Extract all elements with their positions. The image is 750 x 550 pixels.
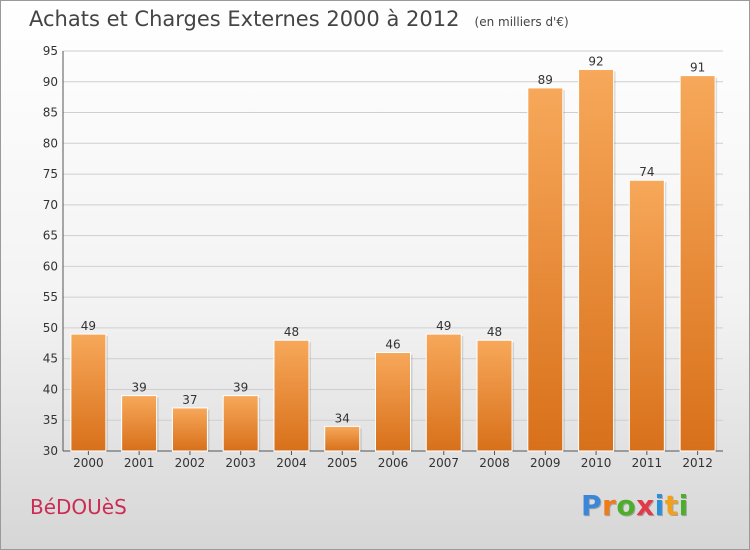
logo-letter: r [602,489,617,522]
logo-letter: t [664,489,679,522]
y-tick-label: 55 [43,290,58,304]
bar [527,87,564,452]
bar [476,339,513,452]
commune-name: BéDOUèS [30,495,127,519]
x-tick-label: 2007 [428,456,459,470]
chart-unit: (en milliers d'€) [474,15,569,29]
data-label: 37 [182,393,197,407]
logo-letter: i [678,489,689,522]
x-tick-label: 2000 [73,456,104,470]
y-tick-label: 60 [43,259,58,273]
logo-letter: P [581,489,603,522]
logo-letter: x [636,489,655,522]
data-label: 49 [81,319,96,333]
bar [171,407,208,452]
x-tick-label: 2003 [225,456,256,470]
x-tick-label: 2001 [124,456,155,470]
y-tick-label: 85 [43,106,58,120]
y-tick-label: 80 [43,136,58,150]
y-tick-label: 90 [43,75,58,89]
data-label: 74 [639,165,654,179]
y-tick-label: 95 [43,44,58,58]
data-label: 48 [487,325,502,339]
data-label: 34 [335,411,350,425]
chart-title-block: Achats et Charges Externes 2000 à 2012 (… [29,7,569,31]
bar [273,339,310,452]
y-tick-label: 30 [43,444,58,458]
logo-letter: i [654,489,665,522]
y-tick-label: 35 [43,413,58,427]
bar [222,395,259,452]
bar [628,179,665,452]
x-tick-label: 2006 [378,456,409,470]
logo-letter: o [616,489,637,522]
chart-title: Achats et Charges Externes 2000 à 2012 [29,7,460,31]
proxiti-logo: Proxiti [581,489,689,522]
x-tick-label: 2008 [479,456,510,470]
bar [425,333,462,452]
x-tick-label: 2004 [276,456,307,470]
x-tick-label: 2010 [581,456,612,470]
y-tick-label: 50 [43,321,58,335]
bar [324,425,361,452]
data-label: 89 [538,73,553,87]
x-tick-label: 2012 [682,456,713,470]
data-label: 39 [132,381,147,395]
x-tick-label: 2002 [175,456,206,470]
data-label: 49 [436,319,451,333]
bar [70,333,107,452]
data-label: 48 [284,325,299,339]
x-tick-label: 2011 [632,456,663,470]
data-label: 46 [385,338,400,352]
y-tick-label: 40 [43,382,58,396]
bar [375,352,411,452]
y-tick-label: 70 [43,198,58,212]
data-label: 91 [690,61,705,75]
y-tick-label: 65 [43,229,58,243]
bar [578,68,615,452]
x-tick-label: 2009 [530,456,561,470]
bar [679,75,716,452]
data-label: 92 [588,54,603,68]
x-tick-label: 2005 [327,456,358,470]
data-label: 39 [233,381,248,395]
bar [121,395,158,452]
y-tick-label: 75 [43,167,58,181]
y-tick-label: 45 [43,352,58,366]
